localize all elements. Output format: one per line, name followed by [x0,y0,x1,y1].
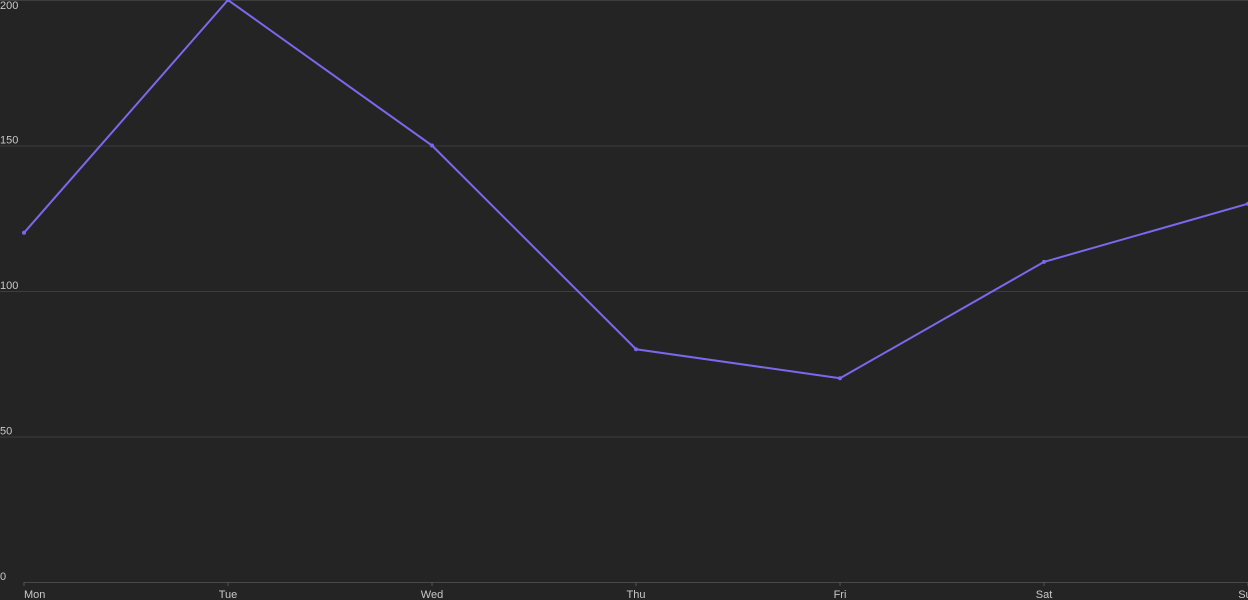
data-point-mon[interactable] [22,230,26,235]
series-layer [22,0,1248,381]
y-tick-label-200: 200 [0,0,18,12]
x-tick-label-thu: Thu [627,589,646,600]
y-tick-label-150: 150 [0,135,18,147]
x-tick-label-fri: Fri [834,589,847,600]
data-point-wed[interactable] [430,143,434,148]
grid-lines [0,0,1248,583]
x-tick-label-wed: Wed [421,589,443,600]
y-tick-label-0: 0 [0,571,6,583]
y-tick-label-100: 100 [0,280,18,292]
data-point-sat[interactable] [1042,259,1046,264]
x-tick-label-sun: Sun [1238,589,1248,600]
y-axis: 0 50 100 150 200 [0,0,18,583]
data-point-fri[interactable] [838,376,842,381]
x-tick-label-tue: Tue [219,589,238,600]
data-point-tue[interactable] [226,0,230,2]
x-tick-label-sat: Sat [1036,589,1053,600]
series-line-0 [23,0,1248,380]
x-axis: Mon Tue Wed Thu Fri Sat Sun [23,582,1248,600]
data-point-thu[interactable] [634,347,638,352]
x-tick-label-mon: Mon [24,589,45,600]
y-tick-label-50: 50 [0,426,12,438]
